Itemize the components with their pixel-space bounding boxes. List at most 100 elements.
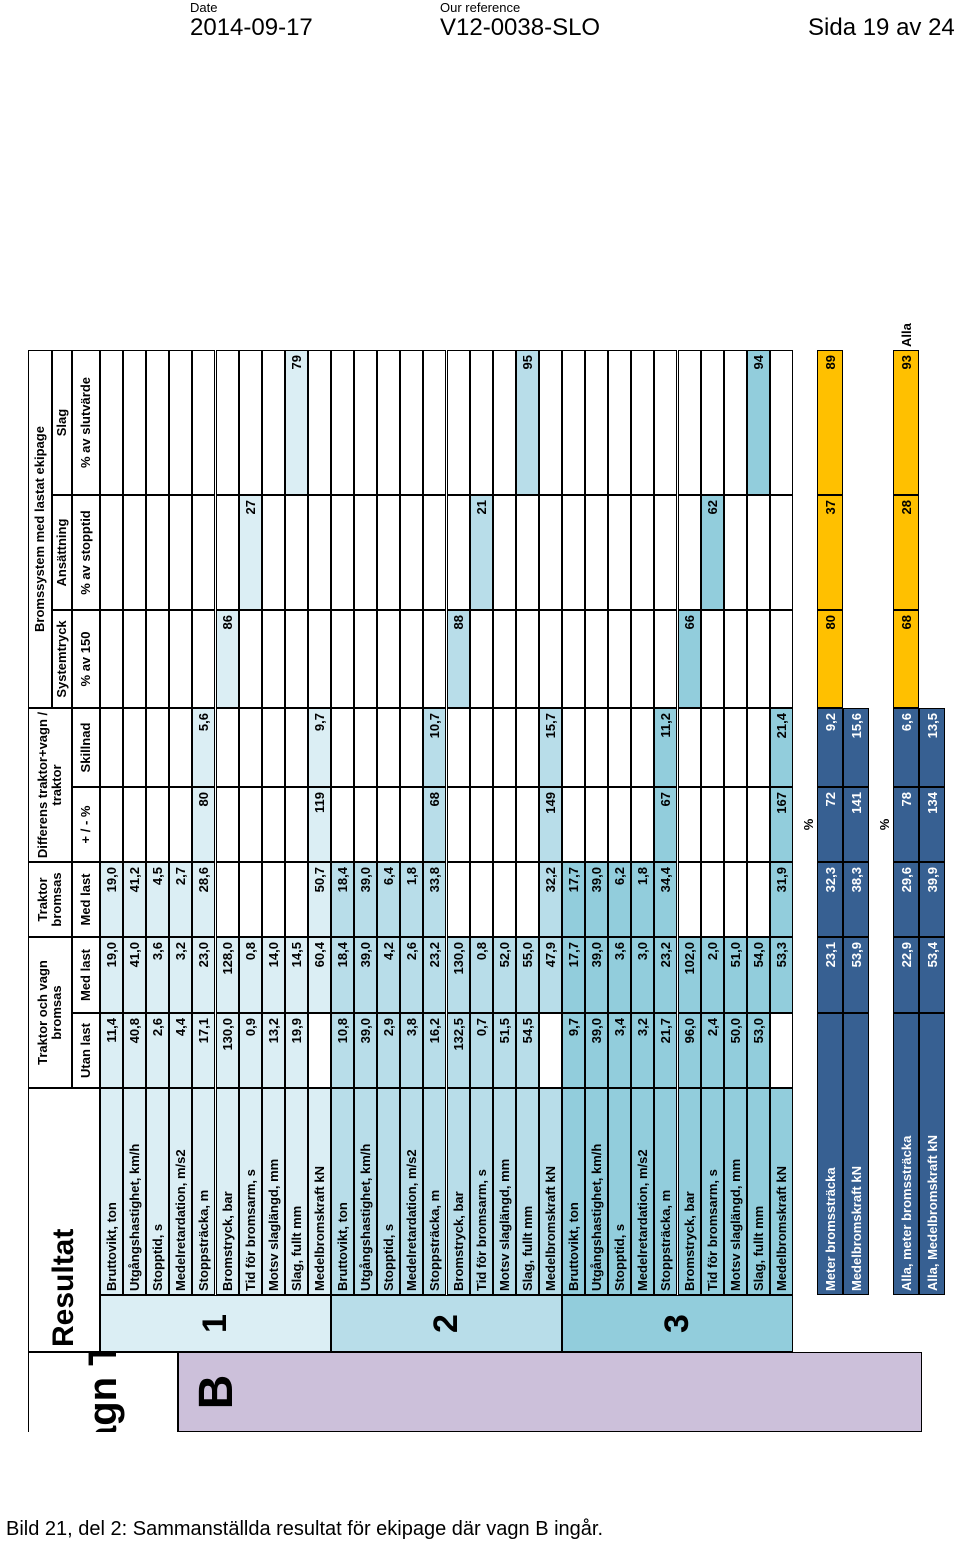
cell-med: 128,0 xyxy=(215,937,239,1013)
cell-med: 2,0 xyxy=(700,937,724,1013)
row-label: Medelbromskraft kN xyxy=(769,1088,793,1295)
row-label: Tid för bromsarm, s xyxy=(700,1088,724,1295)
cell-pm xyxy=(331,787,355,862)
cell-pm: 68 xyxy=(423,787,447,862)
cell-med: 51,0 xyxy=(723,937,747,1013)
cell-sys xyxy=(700,610,724,708)
summary-sk: 15,6 xyxy=(843,708,869,787)
cell-ans xyxy=(746,495,770,610)
summary-sys: 80 xyxy=(817,610,843,708)
cell-pm xyxy=(146,787,170,862)
cell-sys xyxy=(354,610,378,708)
cell-ans xyxy=(769,495,793,610)
cell-ans xyxy=(562,495,586,610)
row-label: Slag, fullt mm xyxy=(746,1088,770,1295)
cell-sk xyxy=(377,708,401,787)
row-label: Slag, fullt mm xyxy=(284,1088,308,1295)
row-label: Slag, fullt mm xyxy=(515,1088,539,1295)
cell-slag xyxy=(492,350,516,495)
alla-sk: 13,5 xyxy=(919,708,945,787)
cell-slag: 95 xyxy=(515,350,539,495)
cell-sys xyxy=(492,610,516,708)
cell-pm xyxy=(354,787,378,862)
cell-slag xyxy=(146,350,170,495)
cell-tr: 39,0 xyxy=(585,862,609,937)
cell-ans xyxy=(423,495,447,610)
cell-sk xyxy=(631,708,655,787)
cell-sk xyxy=(215,708,239,787)
cell-pm xyxy=(515,787,539,862)
cell-pm xyxy=(215,787,239,862)
cell-sys xyxy=(469,610,493,708)
cell-sys xyxy=(608,610,632,708)
cell-slag xyxy=(469,350,493,495)
header-systemtryck: Systemtryck xyxy=(52,610,72,708)
cell-sys xyxy=(723,610,747,708)
cell-ans xyxy=(677,495,701,610)
cell-slag xyxy=(608,350,632,495)
cell-tr xyxy=(700,862,724,937)
group-id-2: 2 xyxy=(331,1295,562,1352)
row-label: Bruttovikt, ton xyxy=(562,1088,586,1295)
cell-med: 23,2 xyxy=(654,937,678,1013)
cell-ans xyxy=(538,495,562,610)
cell-pm: 119 xyxy=(307,787,331,862)
cell-slag xyxy=(123,350,147,495)
cell-pm xyxy=(746,787,770,862)
cell-pm: 149 xyxy=(538,787,562,862)
alla-label: Alla, Medelbromskraft kN xyxy=(919,1013,945,1295)
cell-slag xyxy=(769,350,793,495)
group-id-3: 3 xyxy=(562,1295,793,1352)
cell-ans: 27 xyxy=(238,495,262,610)
cell-pm xyxy=(400,787,424,862)
cell-tr xyxy=(215,862,239,937)
cell-sk xyxy=(677,708,701,787)
cell-pm xyxy=(284,787,308,862)
cell-pm xyxy=(631,787,655,862)
summary-sk: 9,2 xyxy=(817,708,843,787)
cell-ans xyxy=(608,495,632,610)
cell-ans xyxy=(284,495,308,610)
cell-tr: 1,8 xyxy=(400,862,424,937)
cell-utan: 53,0 xyxy=(746,1013,770,1088)
cell-med: 39,0 xyxy=(585,937,609,1013)
cell-sk xyxy=(169,708,193,787)
cell-utan: 0,9 xyxy=(238,1013,262,1088)
summary-pm: 72 xyxy=(817,787,843,862)
row-label: Medelretardation, m/s2 xyxy=(169,1088,193,1295)
header-reference-label: Our reference xyxy=(440,0,521,15)
row-label: Stopptid, s xyxy=(608,1088,632,1295)
subheader-tr: Med last xyxy=(72,862,100,937)
cell-sys xyxy=(423,610,447,708)
row-label: Medelbromskraft kN xyxy=(538,1088,562,1295)
cell-tr: 2,7 xyxy=(169,862,193,937)
cell-sk xyxy=(723,708,747,787)
alla-ans: 28 xyxy=(893,495,919,610)
cell-sys xyxy=(123,610,147,708)
cell-tr: 50,7 xyxy=(307,862,331,937)
cell-sys xyxy=(377,610,401,708)
cell-ans xyxy=(100,495,124,610)
cell-slag xyxy=(354,350,378,495)
cell-ans xyxy=(377,495,401,610)
cell-tr: 28,6 xyxy=(192,862,216,937)
cell-utan: 51,5 xyxy=(492,1013,516,1088)
cell-sk: 11,2 xyxy=(654,708,678,787)
cell-ans xyxy=(585,495,609,610)
alla-sk: 6,6 xyxy=(893,708,919,787)
cell-pm xyxy=(238,787,262,862)
summary-tr: 38,3 xyxy=(843,862,869,937)
row-label: Utgångshastighet, km/h xyxy=(354,1088,378,1295)
subheader-sys: % av 150 xyxy=(72,610,100,708)
cell-sys xyxy=(169,610,193,708)
cell-tr xyxy=(261,862,285,937)
cell-sk xyxy=(515,708,539,787)
cell-med: 60,4 xyxy=(307,937,331,1013)
cell-pm xyxy=(377,787,401,862)
cell-med: 4,2 xyxy=(377,937,401,1013)
cell-slag: 94 xyxy=(746,350,770,495)
cell-ans xyxy=(215,495,239,610)
cell-sys xyxy=(192,610,216,708)
cell-med: 0,8 xyxy=(238,937,262,1013)
